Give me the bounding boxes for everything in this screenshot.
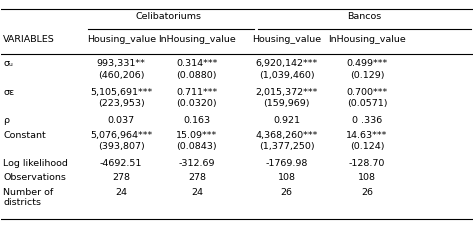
Text: 26: 26 (281, 188, 292, 197)
Text: 0.163: 0.163 (183, 116, 210, 125)
Text: ρ: ρ (3, 116, 9, 125)
Text: Celibatoriums: Celibatoriums (136, 12, 201, 21)
Text: (1,039,460): (1,039,460) (259, 71, 314, 80)
Text: -1769.98: -1769.98 (265, 159, 308, 168)
Text: 14.63***: 14.63*** (346, 130, 388, 140)
Text: (0.124): (0.124) (350, 142, 384, 151)
Text: 0.499***: 0.499*** (346, 59, 388, 68)
Text: lnHousing_value: lnHousing_value (158, 35, 236, 44)
Text: 0.037: 0.037 (108, 116, 135, 125)
Text: 5,105,691***: 5,105,691*** (90, 88, 152, 97)
Text: (159,969): (159,969) (264, 99, 310, 108)
Text: Bancos: Bancos (347, 12, 382, 21)
Text: lnHousing_value: lnHousing_value (328, 35, 406, 44)
Text: (0.0571): (0.0571) (346, 99, 387, 108)
Text: 24: 24 (115, 188, 127, 197)
Text: (0.0843): (0.0843) (176, 142, 217, 151)
Text: 0.700***: 0.700*** (346, 88, 388, 97)
Text: σᵤ: σᵤ (3, 59, 13, 68)
Text: Housing_value: Housing_value (87, 35, 156, 44)
Text: Number of: Number of (3, 188, 53, 197)
Text: 0.314***: 0.314*** (176, 59, 218, 68)
Text: VARIABLES: VARIABLES (3, 35, 55, 44)
Text: 2,015,372***: 2,015,372*** (255, 88, 318, 97)
Text: -4692.51: -4692.51 (100, 159, 142, 168)
Text: 278: 278 (188, 173, 206, 182)
Text: (0.129): (0.129) (350, 71, 384, 80)
Text: 0.711***: 0.711*** (176, 88, 218, 97)
Text: Observations: Observations (3, 173, 66, 182)
Text: 15.09***: 15.09*** (176, 130, 218, 140)
Text: (460,206): (460,206) (98, 71, 145, 80)
Text: -312.69: -312.69 (179, 159, 215, 168)
Text: 4,368,260***: 4,368,260*** (255, 130, 318, 140)
Text: 278: 278 (112, 173, 130, 182)
Text: σε: σε (3, 88, 14, 97)
Text: (1,377,250): (1,377,250) (259, 142, 314, 151)
Text: 108: 108 (358, 173, 376, 182)
Text: 0 .336: 0 .336 (352, 116, 382, 125)
Text: (0.0880): (0.0880) (177, 71, 217, 80)
Text: (393,807): (393,807) (98, 142, 145, 151)
Text: 5,076,964***: 5,076,964*** (90, 130, 152, 140)
Text: (0.0320): (0.0320) (176, 99, 217, 108)
Text: (223,953): (223,953) (98, 99, 145, 108)
Text: 6,920,142***: 6,920,142*** (255, 59, 318, 68)
Text: 26: 26 (361, 188, 373, 197)
Text: 108: 108 (278, 173, 296, 182)
Text: -128.70: -128.70 (349, 159, 385, 168)
Text: districts: districts (3, 198, 41, 207)
Text: Log likelihood: Log likelihood (3, 159, 68, 168)
Text: Constant: Constant (3, 130, 46, 140)
Text: Housing_value: Housing_value (252, 35, 321, 44)
Text: 0.921: 0.921 (273, 116, 300, 125)
Text: 24: 24 (191, 188, 203, 197)
Text: 993,331**: 993,331** (97, 59, 146, 68)
